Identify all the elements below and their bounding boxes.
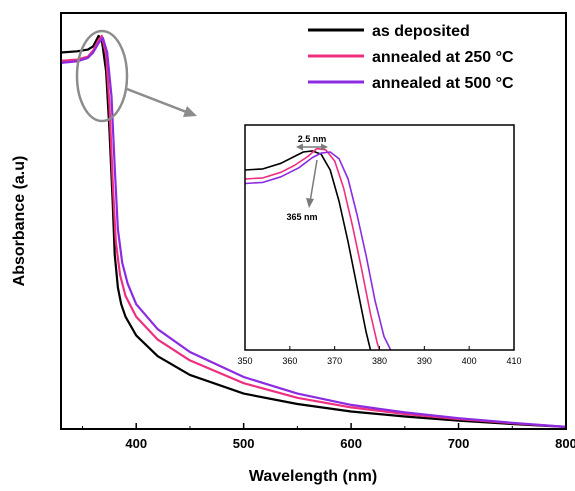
main-x-ticks: 400 500 600 700 800: [81, 423, 575, 451]
main-series-lines: [60, 34, 567, 428]
inset-x-tick-label: 410: [506, 356, 521, 366]
y-axis-title: Absorbance (a.u): [11, 156, 28, 287]
peak-arrow-head: [306, 198, 314, 208]
inset-x-tick-label: 400: [462, 356, 477, 366]
series-line-annealed-at-500-c: [60, 36, 567, 428]
legend-label-annealed-at-250-c: annealed at 250 °C: [372, 49, 514, 66]
zoom-arrow: [126, 87, 190, 115]
x-tick-label: 700: [448, 436, 470, 451]
x-tick-label: 600: [340, 436, 362, 451]
inset-x-tick-label: 380: [372, 356, 387, 366]
inset-series-line-annealed-at-500-c: [244, 151, 392, 351]
legend-label-as-deposited: as deposited: [372, 23, 470, 40]
peak-annotation: 365 nm: [286, 212, 317, 222]
shift-arrow-right-head: [321, 143, 328, 151]
shift-arrow-left-head: [296, 143, 303, 151]
inset-x-ticks: 350 360 370 380 390 400 410: [237, 346, 522, 366]
zoom-arrowhead: [183, 106, 197, 117]
legend: as deposited annealed at 250 °C annealed a…: [308, 23, 514, 92]
legend-label-annealed-at-500-c: annealed at 500 °C: [372, 75, 514, 92]
main-plot-frame: [60, 12, 567, 430]
inset-x-tick-label: 360: [282, 356, 297, 366]
inset-series-line-as-deposited: [244, 150, 372, 351]
x-tick-label: 800: [555, 436, 575, 451]
series-line-annealed-at-250-c: [60, 34, 567, 428]
shift-annotation: 2.5 nm: [298, 134, 327, 144]
x-axis-title: Wavelength (nm): [249, 468, 377, 485]
zoom-circle: [75, 29, 129, 123]
series-line-as-deposited: [60, 34, 567, 428]
inset-x-tick-label: 350: [237, 356, 252, 366]
inset-background: [245, 125, 514, 350]
inset-x-tick-label: 370: [327, 356, 342, 366]
inset-series-line-annealed-at-250-c: [244, 147, 381, 351]
x-tick-label: 500: [233, 436, 255, 451]
inset-x-tick-label: 390: [417, 356, 432, 366]
inset-series-lines: [244, 147, 392, 351]
peak-arrow-line: [309, 159, 318, 203]
x-tick-label: 400: [125, 436, 147, 451]
